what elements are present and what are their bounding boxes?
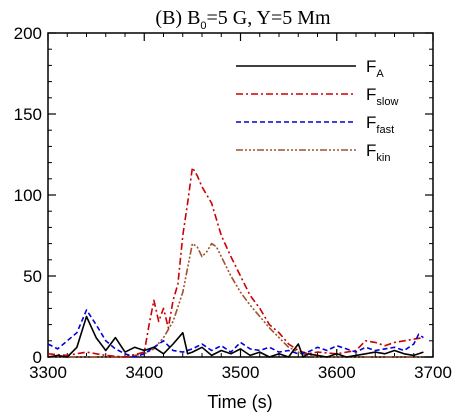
- series-line-A: [47, 315, 424, 358]
- legend-label-slow: Fslow: [366, 85, 398, 108]
- series-line-kin: [48, 242, 424, 358]
- chart-title: (B) B0=5 G, Y=5 Mm: [155, 7, 331, 32]
- x-tick-label: 3400: [125, 363, 163, 382]
- legend-label-sub: slow: [376, 96, 398, 108]
- x-tick-label: 3500: [222, 363, 260, 382]
- legend-label-main: F: [366, 85, 376, 104]
- title-suffix: =5 G, Y=5 Mm: [207, 7, 331, 29]
- legend-label-sub: A: [376, 68, 384, 80]
- y-tick-label: 150: [14, 105, 42, 124]
- plot-frame: [47, 32, 434, 358]
- y-tick-label: 50: [23, 267, 42, 286]
- legend-label-fast: Ffast: [366, 113, 394, 136]
- x-tick-label: 3300: [29, 363, 67, 382]
- title-prefix: (B) B: [155, 7, 200, 29]
- legend-label-main: F: [366, 141, 376, 160]
- series-lines: [47, 166, 424, 358]
- title-subscript: 0: [200, 20, 206, 32]
- plot-area: 3300 3400 3500 3600 3700 0 50 100 150 200: [14, 24, 452, 382]
- legend-label-sub: fast: [376, 124, 394, 136]
- y-tick-label: 100: [14, 186, 42, 205]
- series-line-slow: [47, 166, 424, 358]
- legend-label-A: FA: [366, 57, 384, 80]
- x-axis-label: Time (s): [207, 392, 272, 412]
- series-line-fast: [47, 309, 424, 358]
- x-tick-label: 3700: [414, 363, 452, 382]
- legend-label-kin: Fkin: [366, 141, 390, 164]
- legend-label-main: F: [366, 113, 376, 132]
- legend-label-main: F: [366, 57, 376, 76]
- legend-label-sub: kin: [376, 152, 390, 164]
- y-tick-label: 0: [33, 348, 42, 367]
- y-tick-label: 200: [14, 24, 42, 43]
- x-tick-label: 3600: [318, 363, 356, 382]
- axis-ticks: 3300 3400 3500 3600 3700 0 50 100 150 200: [14, 24, 452, 382]
